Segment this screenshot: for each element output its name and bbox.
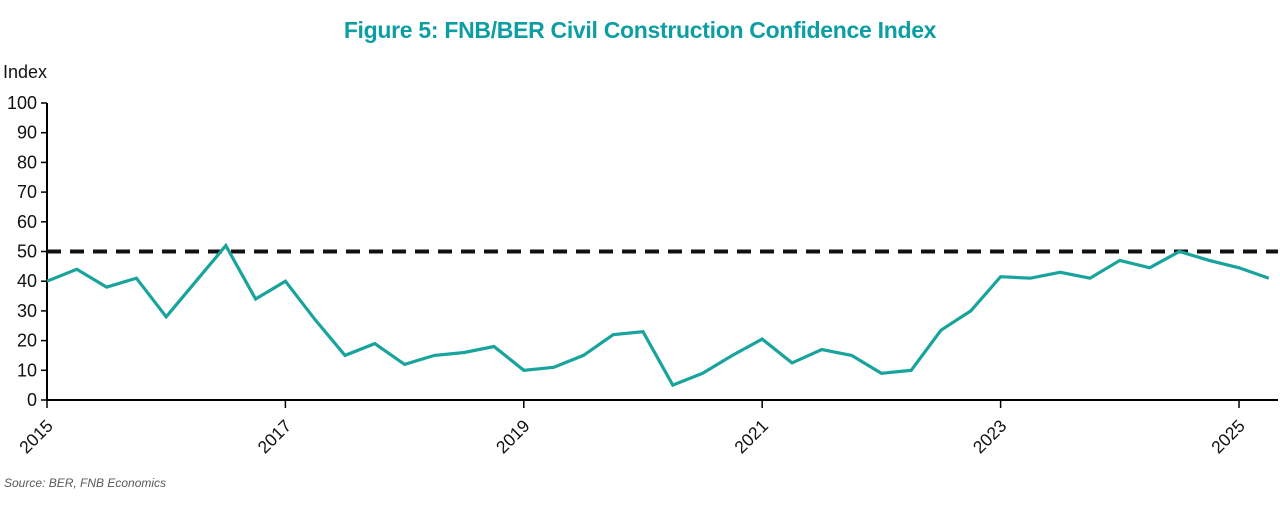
x-tick-label: 2015: [15, 416, 57, 458]
y-tick-label: 70: [17, 182, 37, 202]
y-tick-label: 40: [17, 271, 37, 291]
x-tick-label: 2023: [969, 416, 1011, 458]
x-tick-label: 2025: [1207, 416, 1249, 458]
y-tick-label: 0: [27, 390, 37, 410]
y-tick-label: 10: [17, 360, 37, 380]
x-tick-label: 2017: [254, 416, 296, 458]
y-tick-label: 20: [17, 331, 37, 351]
y-tick-label: 30: [17, 301, 37, 321]
y-axis-label: Index: [3, 62, 48, 82]
series-line-confidence-index: [46, 242, 1270, 388]
y-tick-label: 50: [17, 242, 37, 262]
y-tick-label: 100: [7, 93, 37, 113]
y-tick-label: 60: [17, 212, 37, 232]
x-tick-label: 2021: [730, 416, 772, 458]
y-tick-label: 90: [17, 123, 37, 143]
x-tick-label: 2019: [492, 416, 534, 458]
source-note: Source: BER, FNB Economics: [4, 476, 167, 490]
y-tick-label: 80: [17, 152, 37, 172]
chart-title: Figure 5: FNB/BER Civil Construction Con…: [343, 17, 937, 43]
